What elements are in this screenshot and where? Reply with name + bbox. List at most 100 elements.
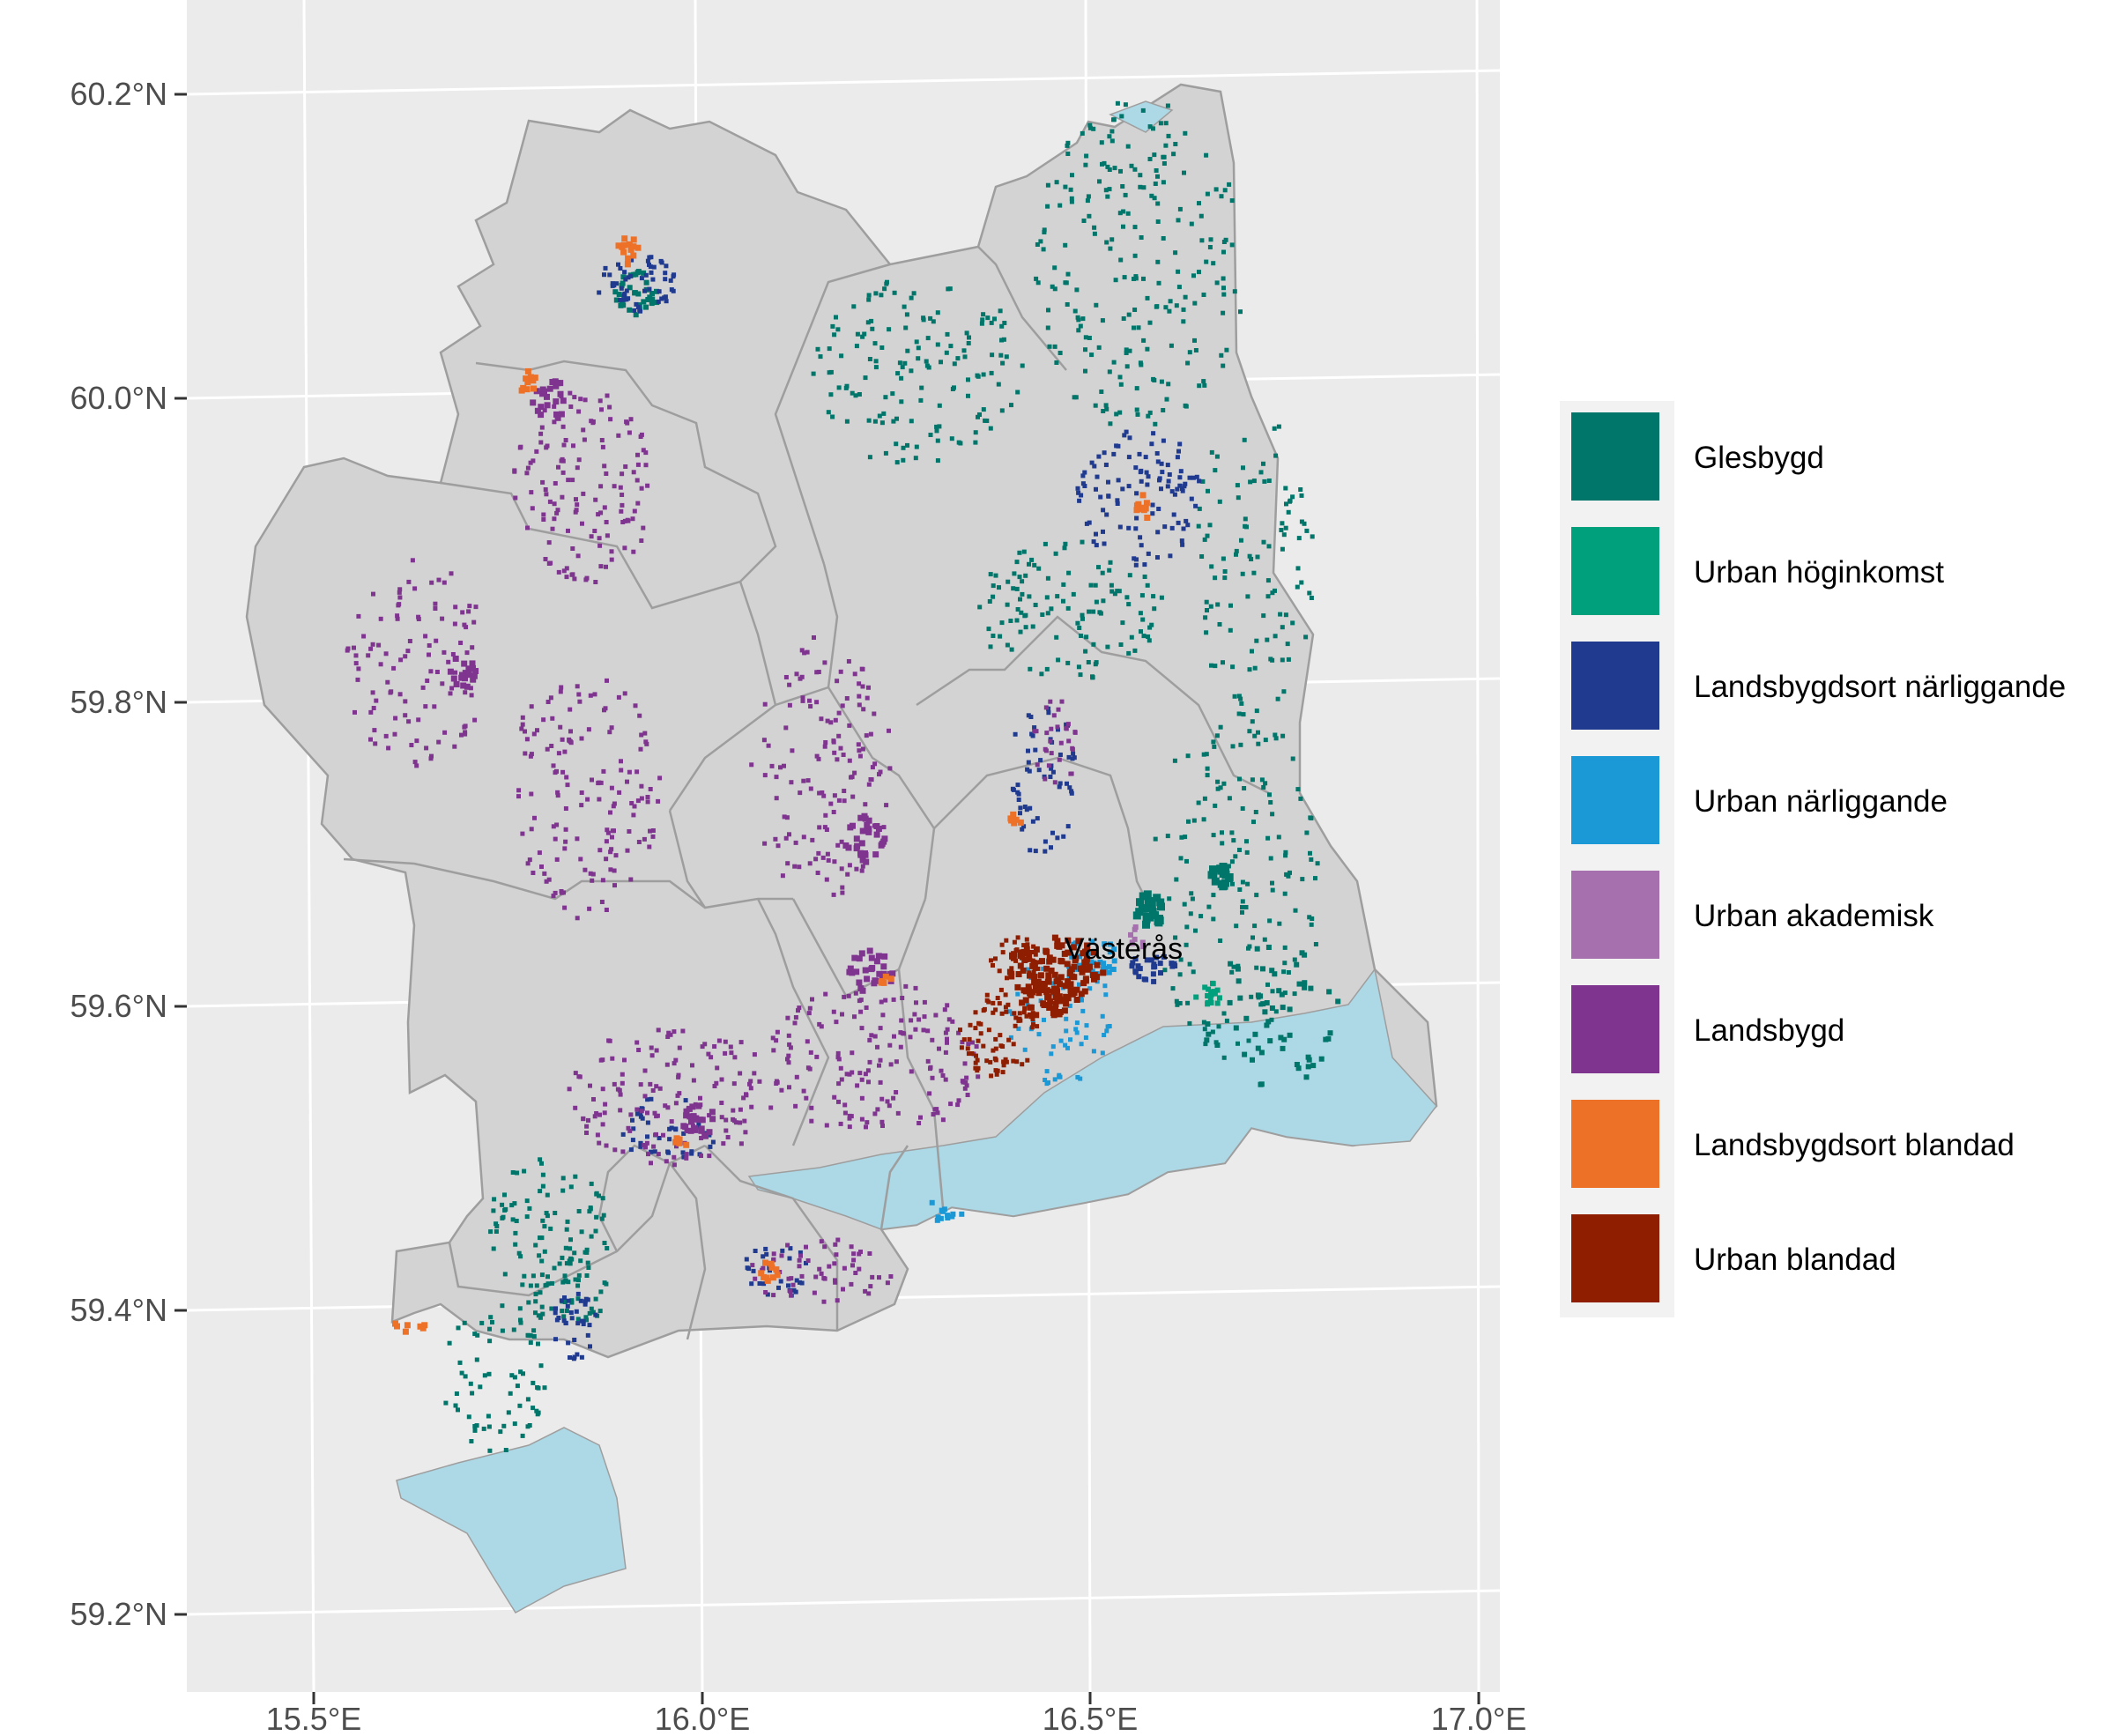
settlement-dot	[647, 263, 651, 267]
settlement-dot	[575, 1291, 581, 1296]
settlement-dot	[1078, 1076, 1083, 1081]
settlement-dot	[542, 871, 547, 876]
settlement-dot	[878, 1057, 883, 1063]
settlement-dot	[1069, 990, 1076, 998]
settlement-dot	[1115, 501, 1120, 506]
settlement-dot	[501, 1423, 507, 1428]
settlement-dot	[974, 1053, 978, 1058]
settlement-dot	[564, 775, 569, 780]
settlement-dot	[589, 1181, 594, 1186]
settlement-dot	[1069, 771, 1074, 776]
settlement-dot	[946, 1017, 952, 1022]
settlement-dot	[1065, 152, 1071, 156]
settlement-dot	[997, 585, 1001, 590]
settlement-dot	[1074, 1020, 1080, 1026]
settlement-dot	[966, 393, 970, 398]
settlement-dot	[527, 1423, 532, 1428]
settlement-dot	[991, 1048, 996, 1053]
settlement-dot	[1077, 498, 1082, 503]
settlement-dot	[1325, 1035, 1332, 1042]
settlement-dot	[1261, 539, 1266, 545]
settlement-dot	[571, 443, 575, 449]
settlement-dot	[1082, 484, 1087, 488]
municipal-boundaries	[343, 246, 1270, 1340]
settlement-dot	[998, 352, 1004, 358]
settlement-dot	[373, 741, 378, 746]
settlement-dot	[1141, 634, 1147, 639]
settlement-dot	[1268, 800, 1273, 805]
settlement-dot	[844, 1072, 850, 1077]
settlement-dot	[554, 1317, 560, 1323]
settlement-dot	[828, 369, 834, 375]
settlement-dot	[1224, 347, 1229, 352]
settlement-dot	[1069, 790, 1074, 796]
settlement-dot	[560, 890, 565, 895]
settlement-dot	[539, 425, 545, 430]
settlement-dot	[1132, 926, 1138, 932]
settlement-dot	[828, 801, 834, 806]
settlement-dot	[1042, 230, 1047, 234]
settlement-dot	[676, 1139, 683, 1146]
settlement-dot	[1166, 479, 1171, 484]
settlement-dot	[857, 814, 865, 821]
settlement-dot	[1027, 990, 1034, 997]
settlement-dot	[1050, 1044, 1056, 1050]
settlement-dot	[563, 827, 568, 832]
settlement-dot	[768, 1105, 774, 1110]
settlement-dot	[1161, 161, 1167, 166]
settlement-dot	[1009, 403, 1013, 408]
settlement-dot	[1139, 629, 1143, 634]
settlement-dot	[661, 1132, 665, 1138]
settlement-dot	[651, 1144, 657, 1149]
settlement-dot	[1175, 486, 1180, 492]
settlement-dot	[597, 536, 602, 541]
settlement-dot	[1213, 468, 1218, 473]
legend-label: Landsbygdsort närliggande	[1694, 670, 2066, 704]
settlement-dot	[1137, 451, 1142, 456]
settlement-dot	[1080, 950, 1087, 957]
settlement-dot	[1146, 474, 1151, 479]
settlement-dot	[1092, 225, 1097, 230]
settlement-dot	[873, 958, 880, 965]
settlement-dot	[1065, 660, 1071, 665]
settlement-dot	[1046, 958, 1053, 965]
settlement-dot	[1034, 960, 1039, 965]
settlement-dot	[541, 517, 546, 522]
settlement-dot	[1133, 526, 1139, 531]
legend-item: Urban blandad	[1571, 1214, 1896, 1302]
settlement-dot	[1303, 1074, 1310, 1080]
settlement-dot	[398, 657, 404, 663]
settlement-dot	[1278, 1035, 1284, 1041]
settlement-dot	[569, 1316, 575, 1321]
settlement-dot	[572, 1250, 577, 1256]
settlement-dot	[540, 1172, 545, 1177]
settlement-dot	[698, 1095, 702, 1101]
settlement-dot	[892, 290, 897, 295]
settlement-dot	[869, 1033, 874, 1038]
settlement-dot	[612, 283, 617, 288]
settlement-dot	[529, 827, 534, 832]
settlement-dot	[665, 1035, 671, 1039]
settlement-dot	[942, 1007, 947, 1013]
settlement-dot	[1012, 1011, 1017, 1016]
settlement-dot	[1106, 493, 1111, 499]
settlement-dot	[1313, 876, 1317, 881]
settlement-dot	[832, 1261, 837, 1266]
settlement-dot	[550, 716, 555, 721]
settlement-dot	[1027, 768, 1032, 774]
settlement-dot	[1273, 1009, 1279, 1014]
settlement-dot	[1240, 899, 1245, 904]
settlement-dot	[843, 385, 849, 390]
settlement-dot	[1035, 978, 1042, 985]
settlement-dot	[1138, 611, 1143, 616]
settlement-dot	[1282, 990, 1288, 996]
settlement-dot	[578, 857, 583, 862]
settlement-dot	[1163, 143, 1169, 148]
settlement-dot	[378, 662, 383, 667]
settlement-dot	[540, 1218, 545, 1223]
settlement-dot	[812, 635, 816, 640]
settlement-dot	[1298, 487, 1303, 492]
settlement-dot	[1237, 995, 1243, 1001]
settlement-dot	[1159, 379, 1164, 384]
settlement-dot	[560, 424, 566, 429]
